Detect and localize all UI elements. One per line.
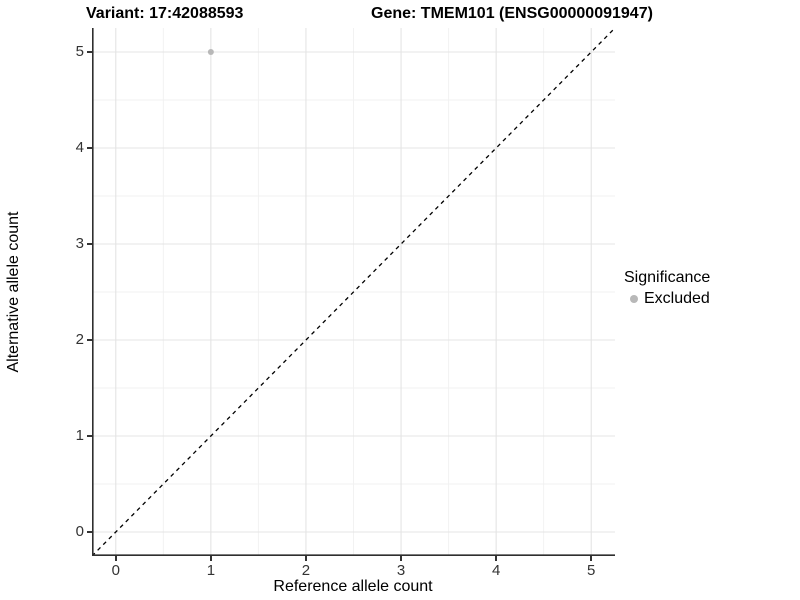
x-tick-label: 3 (396, 562, 406, 579)
legend-item-label: Excluded (644, 290, 710, 307)
y-axis-title: Alternative allele count (5, 211, 22, 373)
y-tick-mark (87, 531, 92, 533)
x-tick-label: 5 (587, 562, 596, 579)
x-tick-mark (495, 556, 497, 561)
x-tick-label: 0 (111, 562, 120, 579)
legend-items: Excluded (624, 289, 710, 308)
data-point-excluded (207, 49, 214, 55)
x-axis-title: Reference allele count (273, 578, 433, 595)
plot-panel (91, 27, 616, 557)
x-tick-mark (210, 556, 212, 561)
legend-item-excluded: Excluded (624, 289, 710, 308)
legend-point-icon (630, 294, 638, 303)
x-tick-mark (305, 556, 307, 561)
plot-canvas (91, 27, 616, 557)
y-tick-mark (87, 51, 92, 53)
y-tick-label: 3 (75, 235, 84, 252)
identity-reference-line (91, 27, 616, 557)
y-tick-mark (87, 339, 92, 341)
y-tick-mark (87, 435, 92, 437)
x-tick-label: 1 (206, 562, 216, 579)
y-tick-label: 4 (75, 139, 84, 156)
x-tick-mark (590, 556, 592, 561)
plot-title-variant: Variant: 17:42088593 (86, 5, 244, 22)
x-tick-label: 2 (301, 562, 311, 579)
plot-title-gene: Gene: TMEM101 (ENSG00000091947) (371, 5, 653, 22)
y-tick-label: 5 (75, 43, 84, 60)
x-tick-mark (115, 556, 117, 561)
legend-title: Significance (624, 269, 711, 286)
x-tick-label: 4 (491, 562, 501, 579)
y-tick-label: 2 (75, 331, 84, 348)
y-tick-mark (87, 147, 92, 149)
y-tick-label: 1 (75, 427, 84, 444)
y-tick-mark (87, 243, 92, 245)
x-tick-mark (400, 556, 402, 561)
legend: Significance Excluded (624, 268, 710, 308)
y-tick-label: 0 (75, 523, 84, 540)
